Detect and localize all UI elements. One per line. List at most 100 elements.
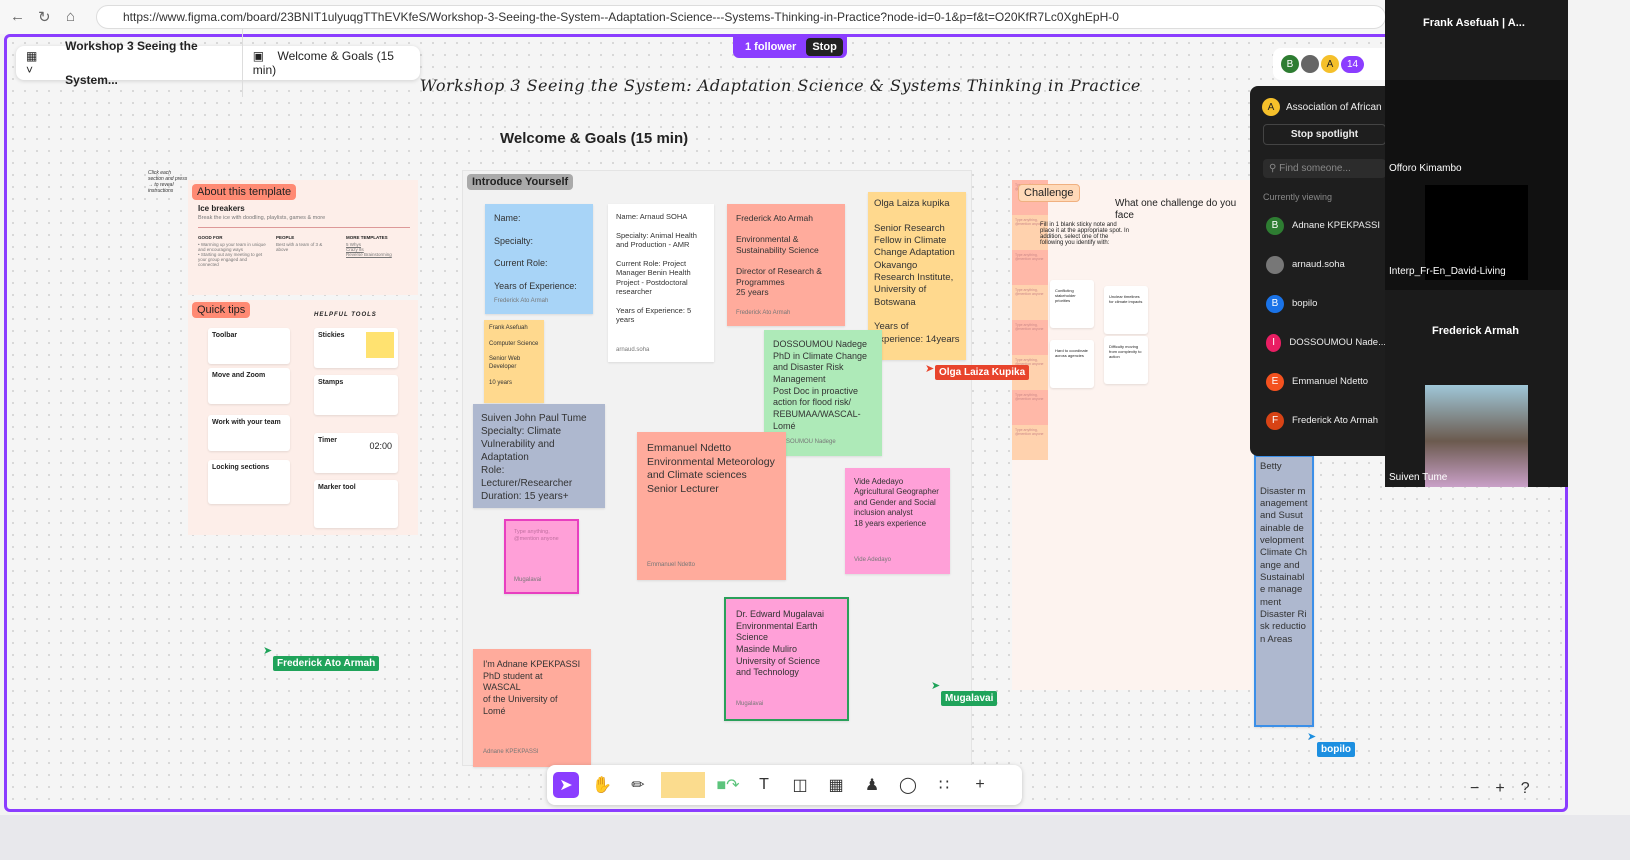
spotlight-panel: A Association of African Stop spotlight … [1250, 86, 1386, 456]
file-menu: ▦ ˅ Workshop 3 Seeing the System... ▣ We… [16, 29, 420, 97]
tip-card[interactable]: Move and Zoom [208, 368, 290, 404]
sticky-note[interactable]: Vide Adedayo Agricultural Geographer and… [845, 468, 950, 574]
intro-tag[interactable]: Introduce Yourself [467, 174, 574, 190]
challenge-card[interactable]: Conflicting stakeholder priorities [1050, 280, 1094, 328]
about-desc: Break the ice with doodling, playlists, … [198, 215, 326, 221]
sticky-text: Vide Adedayo Agricultural Geographer and… [854, 477, 939, 528]
comment-tool-icon[interactable]: ◯ [899, 777, 917, 794]
viewer-item[interactable]: arnaud.soha [1250, 245, 1386, 284]
cursor-label: Frederick Ato Armah [273, 656, 380, 671]
about-tag[interactable]: About this template [192, 184, 297, 200]
collaborators[interactable]: B A 14 [1273, 48, 1385, 80]
viewer-item[interactable]: E Emmanuel Ndetto [1250, 362, 1386, 401]
blank-sticky[interactable]: Type anything, @mention anyone [1012, 215, 1048, 250]
more-tools-icon[interactable]: ∷ [938, 777, 950, 794]
section-label: Welcome & Goals (15 min) [252, 49, 394, 77]
blank-sticky[interactable]: Type anything, @mention anyone [1012, 250, 1048, 285]
viewer-name: bopilo [1292, 298, 1318, 309]
hand-tool-icon[interactable]: ✋ [592, 777, 612, 794]
video-tile-name: Suiven Tume [1389, 472, 1448, 483]
video-call-panel: Frank Asefuah | A... Offoro Kimambo Inte… [1385, 0, 1568, 487]
sticky-note[interactable]: Dr. Edward Mugalavai Environmental Earth… [724, 597, 849, 721]
sticky-note[interactable]: I'm Adnane KPEKPASSI PhD student at WASC… [473, 649, 591, 767]
challenge-card[interactable]: Unclear timelines for climate impacts [1104, 286, 1148, 334]
tip-card[interactable]: Toolbar [208, 328, 290, 364]
sticky-note-tool-icon[interactable] [661, 772, 705, 798]
stamp-tool-icon[interactable]: ♟ [864, 777, 880, 794]
board-title: Workshop 3 Seeing the System: Adaptation… [420, 76, 1141, 95]
file-name[interactable]: Workshop 3 Seeing the System... [55, 29, 243, 97]
tip-card-title: Move and Zoom [212, 372, 266, 379]
figma-menu-icon[interactable]: ▦ ˅ [26, 49, 38, 77]
help-button[interactable]: ? [1520, 780, 1530, 797]
browser-bar: ← ↻ ⌂ https://www.figma.com/board/23BNIT… [0, 0, 1386, 34]
sticky-note[interactable]: Olga Laiza kupika Senior Research Fellow… [868, 192, 966, 360]
viewer-item[interactable]: B Adnane KPEKPASSI [1250, 206, 1386, 245]
home-icon[interactable]: ⌂ [66, 8, 76, 25]
back-icon[interactable]: ← [10, 8, 25, 25]
text-tool-icon[interactable]: T [759, 776, 769, 793]
tips-tag[interactable]: Quick tips [192, 302, 251, 318]
section-tool-icon[interactable]: ◫ [792, 777, 808, 794]
sticky-note[interactable]: Suiven John Paul Tume Specialty: Climate… [473, 404, 605, 508]
marker-tool-icon[interactable]: ✏ [631, 777, 645, 794]
tool-card[interactable]: Stickies [314, 328, 398, 368]
stop-follow-button[interactable]: Stop [806, 38, 843, 56]
blank-sticky[interactable]: Type anything, @mention anyone [1012, 425, 1048, 460]
table-tool-icon[interactable]: ▦ [828, 777, 844, 794]
avatar[interactable]: A [1321, 55, 1339, 73]
viewer-name: Adnane KPEKPASSI [1292, 220, 1381, 231]
sticky-author: Vide Adedayo [854, 557, 891, 564]
viewer-item[interactable]: F Frederick Ato Armah [1250, 401, 1386, 440]
url-bar[interactable]: https://www.figma.com/board/23BNIT1ulyuq… [96, 5, 1386, 29]
zoom-out-button[interactable]: − [1470, 780, 1480, 797]
sticky-text: Suiven John Paul Tume Specialty: Climate… [481, 413, 587, 502]
sticky-text: Dr. Edward Mugalavai Environmental Earth… [736, 609, 825, 678]
challenge-tag[interactable]: Challenge [1018, 184, 1080, 202]
avatar[interactable]: B [1281, 55, 1299, 73]
blank-sticky[interactable]: Type anything, @mention anyone [1012, 390, 1048, 425]
org-name: Association of African [1286, 101, 1382, 113]
reload-icon[interactable]: ↻ [38, 9, 51, 26]
shape-tool-icon[interactable]: ■↷ [716, 777, 740, 794]
tip-card[interactable]: Work with your team [208, 415, 290, 451]
add-icon[interactable]: + [975, 776, 985, 793]
avatar: F [1266, 411, 1284, 430]
sticky-note[interactable]: Type anything, @mention anyone Mugalavai [504, 519, 579, 594]
select-tool-icon[interactable]: ➤ [553, 772, 579, 798]
tool-card[interactable]: Marker tool [314, 480, 398, 528]
cursor-pointer-icon: ➤ [263, 645, 273, 657]
blank-sticky[interactable]: Type anything, @mention anyone [1012, 320, 1048, 355]
tool-card-title: Marker tool [318, 484, 356, 491]
tool-card[interactable]: Stamps [314, 375, 398, 415]
collaborator-count[interactable]: 14 [1341, 55, 1365, 73]
sticky-note[interactable]: Name: Arnaud SOHA Specialty: Animal Heal… [608, 204, 714, 362]
challenge-card[interactable]: Difficulty moving from complexity to act… [1104, 336, 1148, 384]
sticky-note[interactable]: Frederick Ato Armah Environmental & Sust… [727, 204, 845, 326]
sticky-note[interactable]: Emmanuel Ndetto Environmental Meteorolog… [637, 432, 786, 580]
find-someone-input[interactable]: ⚲ Find someone... [1263, 159, 1386, 178]
avatar[interactable] [1301, 55, 1319, 73]
section-nav[interactable]: ▣ Welcome & Goals (15 min) [252, 49, 394, 77]
tip-card-title: Locking sections [212, 464, 270, 471]
sticky-note[interactable]: Betty Disaster management and Susutainab… [1254, 455, 1314, 727]
label: GOOD FOR [198, 235, 223, 240]
challenge-instructions: Fill in 1 blank sticky note and place it… [1040, 222, 1130, 246]
template-links[interactable]: 5 Whys Crazy 8s Reverse Brainstorming [346, 242, 392, 257]
zoom-controls: − + ? [1470, 776, 1560, 802]
tool-card[interactable]: Timer 02:00 [314, 433, 398, 473]
sticky-note[interactable]: Frank Asefuah Computer Science Senior We… [484, 320, 544, 403]
tool-card-title: Stamps [318, 379, 344, 386]
tips-section[interactable]: HELPFUL TOOLS Toolbar Move and Zoom Work w… [188, 300, 418, 535]
sticky-author: Mugalavai [736, 701, 764, 708]
stop-spotlight-button[interactable]: Stop spotlight [1263, 124, 1386, 145]
tip-card[interactable]: Locking sections [208, 460, 290, 504]
sticky-text: Name: Specialty: Current Role: Years of … [494, 213, 577, 291]
challenge-section[interactable]: What one challenge do you face Fill in 1… [1012, 180, 1252, 690]
zoom-in-button[interactable]: + [1495, 780, 1505, 797]
sticky-note[interactable]: Name: Specialty: Current Role: Years of … [485, 204, 593, 314]
blank-sticky[interactable]: Type anything, @mention anyone [1012, 285, 1048, 320]
viewer-item[interactable]: I DOSSOUMOU Nade... [1250, 323, 1386, 362]
challenge-card[interactable]: Hard to coordinate across agencies [1050, 340, 1094, 388]
